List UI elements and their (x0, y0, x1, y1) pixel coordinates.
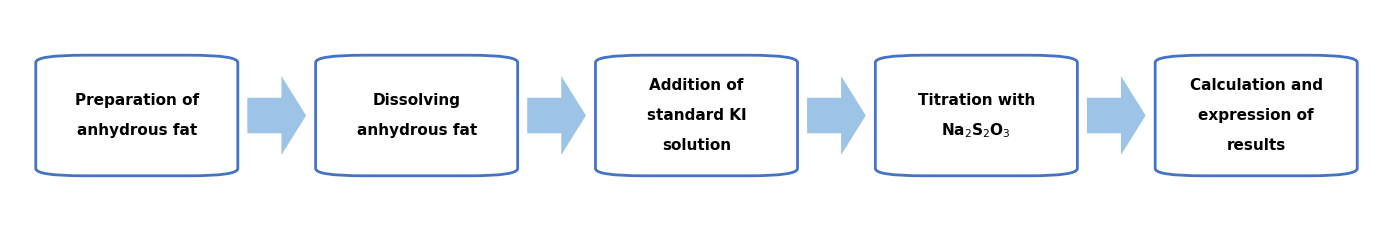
Text: solution: solution (662, 138, 731, 153)
Text: Calculation and: Calculation and (1190, 78, 1323, 93)
Text: Na$_2$S$_2$O$_3$: Na$_2$S$_2$O$_3$ (942, 121, 1011, 140)
Text: results: results (1227, 138, 1286, 153)
Text: Titration with: Titration with (918, 93, 1035, 108)
Polygon shape (248, 76, 306, 155)
Text: standard KI: standard KI (646, 108, 747, 123)
Polygon shape (807, 76, 866, 155)
FancyBboxPatch shape (1155, 55, 1357, 176)
Polygon shape (1087, 76, 1145, 155)
Text: Addition of: Addition of (649, 78, 744, 93)
Polygon shape (527, 76, 586, 155)
Text: anhydrous fat: anhydrous fat (77, 123, 196, 138)
FancyBboxPatch shape (875, 55, 1077, 176)
Text: expression of: expression of (1198, 108, 1314, 123)
FancyBboxPatch shape (316, 55, 518, 176)
FancyBboxPatch shape (36, 55, 238, 176)
FancyBboxPatch shape (595, 55, 798, 176)
Text: anhydrous fat: anhydrous fat (357, 123, 476, 138)
Text: Preparation of: Preparation of (75, 93, 199, 108)
Text: Dissolving: Dissolving (373, 93, 461, 108)
